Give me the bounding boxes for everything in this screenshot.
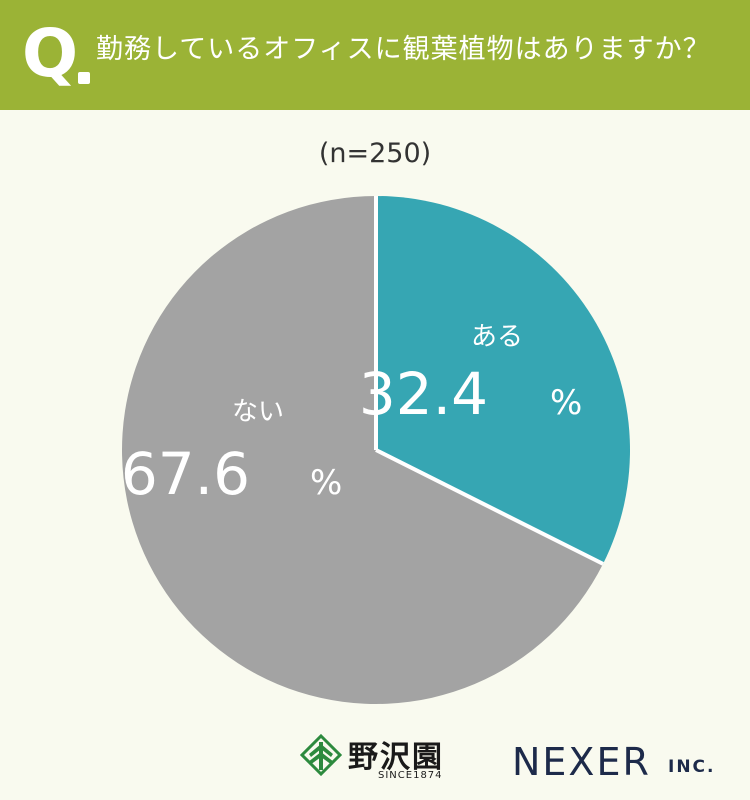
slice-label-aru: ある (471, 322, 523, 352)
footer-logos: 野沢園 SINCE1874 NEXER INC. (0, 720, 750, 800)
nexer-inc: INC. (668, 757, 716, 777)
slice-value-nai: 67.6 (121, 440, 250, 508)
slice-unit-nai: % (310, 463, 342, 503)
question-header: Q 勤務しているオフィスに観葉植物はありますか？ (0, 0, 750, 110)
pie-slice-nai (121, 196, 604, 705)
sample-size: (n=250) (318, 138, 432, 169)
slice-value-aru: 32.4 (359, 360, 488, 428)
q-dot (78, 72, 90, 84)
pie-chart: ある 32.4 % ない 67.6 % (121, 196, 630, 705)
slice-label-nai: ない (232, 397, 284, 427)
nozawa-logo-text: 野沢園 (348, 740, 444, 775)
nexer-logo: NEXER (512, 740, 651, 784)
slice-separator (375, 448, 604, 566)
nozawa-leaf-icon (300, 734, 342, 776)
question-text: 勤務しているオフィスに観葉植物はありますか？ (96, 34, 711, 65)
nozawa-since: SINCE1874 (378, 770, 443, 781)
slice-unit-aru: % (550, 383, 582, 423)
pie-slice-aru (376, 196, 630, 564)
q-label: Q (22, 15, 79, 92)
